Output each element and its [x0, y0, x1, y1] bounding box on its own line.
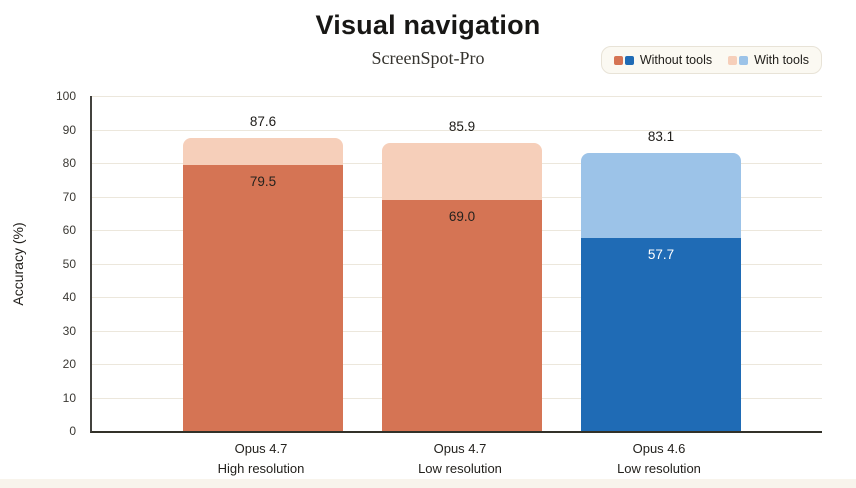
x-category-resolution: Low resolution: [418, 461, 502, 477]
y-tick-label: 20: [62, 357, 76, 371]
bar-total-value-label: 83.1: [647, 128, 675, 144]
y-tick-label: 70: [62, 189, 76, 204]
legend-item-with-tools: With tools: [728, 53, 809, 67]
bar-total-value-label: 87.6: [249, 113, 277, 129]
x-category-label: Opus 4.7 Low resolution: [360, 439, 560, 479]
y-tick-label: 90: [62, 122, 76, 137]
bar-segment-value-label: 57.7: [647, 246, 675, 262]
x-category-resolution: High resolution: [217, 461, 305, 477]
bar-segment-value-label: 79.5: [249, 173, 277, 189]
chart-subtitle: ScreenSpot-Pro: [371, 48, 485, 68]
y-tick-label: 80: [62, 156, 76, 170]
legend: Without tools With tools: [600, 46, 822, 74]
y-tick-label: 60: [62, 223, 76, 237]
y-tick-label: 100: [55, 89, 76, 103]
y-tick-label: 10: [62, 390, 76, 405]
bar-without-tools: [183, 164, 343, 431]
y-tick-label: 50: [62, 256, 76, 271]
legend-color-swatch: [728, 55, 738, 65]
legend-color-swatch: [624, 55, 634, 65]
legend-item-label: Without tools: [639, 53, 713, 67]
x-category-label: Opus 4.7 High resolution: [161, 439, 361, 479]
gridline: [92, 129, 822, 131]
x-category-model: Opus 4.6: [632, 441, 686, 456]
legend-color-swatch: [739, 55, 749, 65]
legend-swatch-icon: [613, 55, 634, 65]
footer-strip: [0, 479, 856, 488]
y-tick-label: 40: [62, 290, 76, 304]
x-category-model: Opus 4.7: [234, 441, 288, 456]
gridline: [92, 96, 822, 97]
legend-swatch-icon: [728, 55, 749, 65]
x-category-resolution: Low resolution: [617, 461, 701, 477]
bar-segment-value-label: 69.0: [448, 208, 476, 224]
bar-total-value-label: 85.9: [448, 119, 476, 135]
legend-item-without-tools: Without tools: [613, 53, 713, 67]
plot-area: 87.6 79.5 85.9 69.0 83.1 57.7: [90, 96, 822, 433]
y-tick-label: 30: [62, 323, 76, 338]
bar-without-tools: [581, 237, 741, 431]
x-category-model: Opus 4.7: [433, 441, 487, 456]
legend-item-label: With tools: [754, 53, 809, 67]
x-category-label: Opus 4.6 Low resolution: [559, 439, 759, 479]
y-tick-label: 0: [69, 424, 76, 438]
chart-title: Visual navigation: [315, 10, 541, 40]
bar-without-tools: [382, 199, 542, 431]
legend-color-swatch: [613, 55, 623, 65]
